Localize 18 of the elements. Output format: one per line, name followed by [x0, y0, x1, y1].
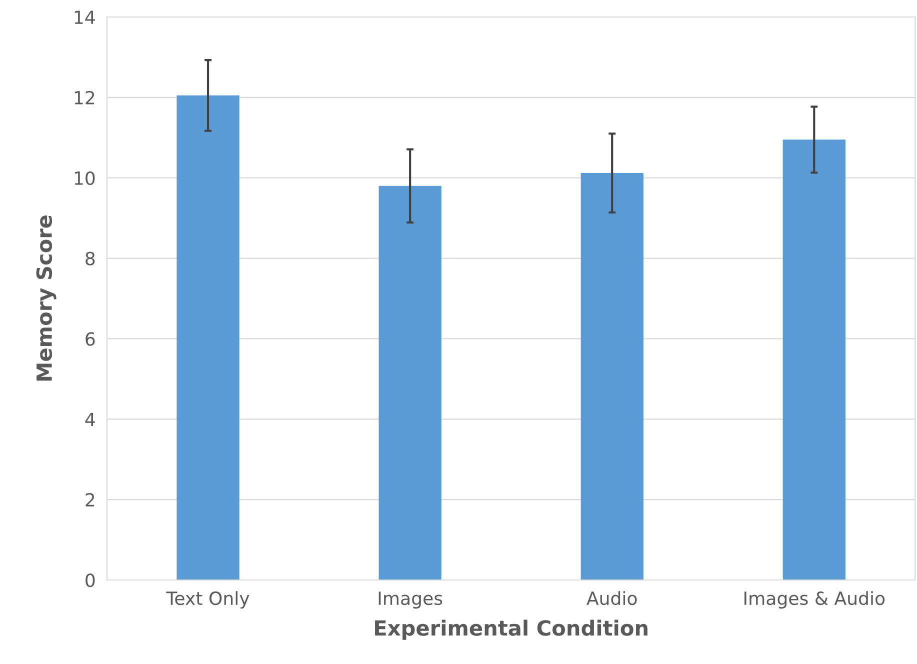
bar — [176, 95, 240, 580]
x-tick-label: Images — [378, 592, 442, 609]
bar — [782, 140, 846, 580]
y-tick-label: 2 — [86, 493, 94, 506]
y-tick-label: 8 — [86, 252, 95, 266]
y-tick-label: 4 — [85, 412, 95, 426]
y-tick-label: 14 — [74, 10, 95, 24]
bar — [580, 173, 644, 580]
y-tick-label: 10 — [74, 171, 95, 185]
x-tick-label: Audio — [586, 591, 637, 606]
y-tick-label: 0 — [86, 573, 95, 588]
x-axis-title: Experimental Condition — [375, 620, 648, 640]
x-tick-label: Images & Audio — [744, 591, 885, 609]
x-tick-label: Text Only — [166, 591, 250, 609]
y-tick-label: 12 — [74, 90, 94, 104]
bar — [378, 186, 442, 580]
y-axis-title: Memory Score — [36, 215, 56, 381]
y-tick-label: 6 — [86, 332, 95, 346]
